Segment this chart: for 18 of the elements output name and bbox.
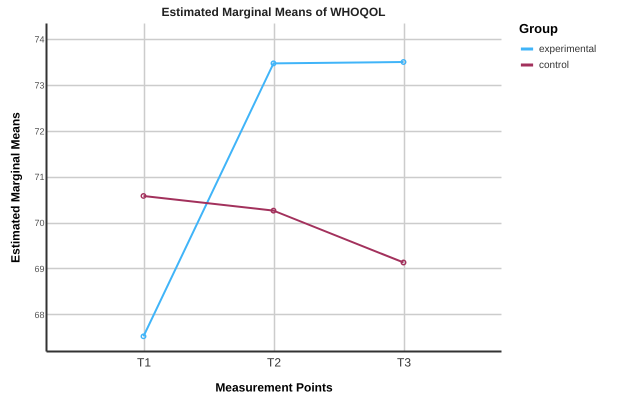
y-tick-label: 73 <box>34 80 44 90</box>
point <box>270 208 276 214</box>
y-tick-label: 70 <box>34 218 44 228</box>
legend-label: experimental <box>539 44 596 55</box>
x-tick-label: T1 <box>136 356 152 370</box>
y-tick-label: 68 <box>34 310 44 320</box>
y-tick-label: 72 <box>34 126 44 136</box>
x-tick-label: T2 <box>266 356 282 370</box>
legend-title: Group <box>519 21 558 36</box>
x-tick-label: T3 <box>396 356 412 370</box>
point <box>270 60 276 66</box>
chart-title: Estimated Marginal Means of WHOQOL <box>161 5 386 19</box>
legend-label: control <box>539 60 570 71</box>
x-axis-title: Measurement Points <box>215 380 333 394</box>
y-tick-label: 71 <box>34 172 44 182</box>
y-tick-label: 69 <box>34 264 44 274</box>
y-axis-title: Estimated Marginal Means <box>8 112 22 263</box>
y-tick-label: 74 <box>34 34 44 45</box>
